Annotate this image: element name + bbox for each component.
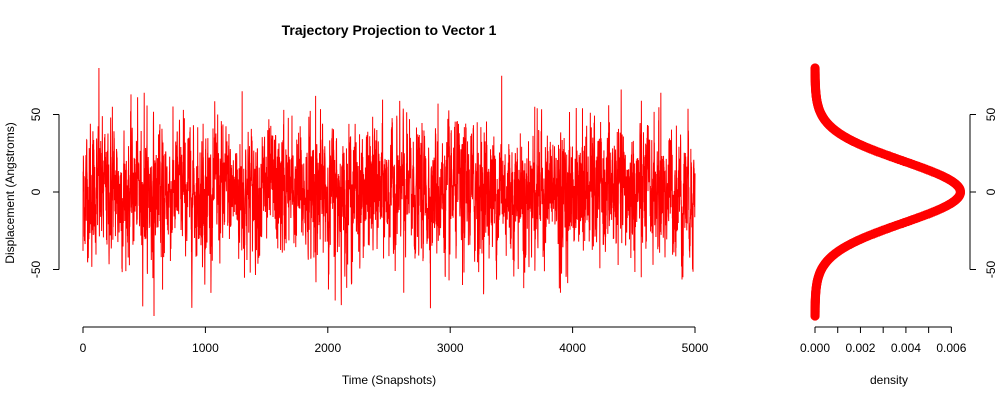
x-tick-label: 0 [80, 341, 87, 355]
x-tick-label: 4000 [559, 341, 586, 355]
chart-title: Trajectory Projection to Vector 1 [282, 22, 497, 38]
x-tick-label: 2000 [314, 341, 341, 355]
x-tick-label: 3000 [437, 341, 464, 355]
density-x-axis: 0.000 0.002 0.004 0.006 [800, 326, 967, 355]
density-x-tick-label: 0.002 [845, 341, 875, 355]
density-y-tick-label: 50 [984, 108, 998, 122]
density-curve [810, 63, 966, 321]
y-tick-label: -50 [29, 261, 43, 279]
x-tick-label: 1000 [192, 341, 219, 355]
density-x-axis-label: density [870, 373, 908, 387]
density-x-tick-label: 0.000 [800, 341, 830, 355]
x-tick-label: 5000 [682, 341, 709, 355]
density-point [810, 63, 820, 73]
density-x-tick-label: 0.004 [891, 341, 921, 355]
y-axis-label: Displacement (Angstroms) [3, 122, 17, 263]
density-y-axis: -50 0 50 [969, 108, 998, 279]
density-y-tick-label: -50 [984, 261, 998, 279]
y-tick-label: 50 [29, 108, 43, 122]
density-y-tick-label: 0 [984, 188, 998, 195]
trajectory-line [82, 67, 696, 317]
y-axis: -50 0 50 [29, 108, 60, 279]
x-axis: 0 1000 2000 3000 4000 5000 [80, 326, 709, 355]
y-tick-label: 0 [29, 188, 43, 195]
x-axis-label: Time (Snapshots) [342, 373, 436, 387]
density-x-tick-label: 0.006 [936, 341, 966, 355]
